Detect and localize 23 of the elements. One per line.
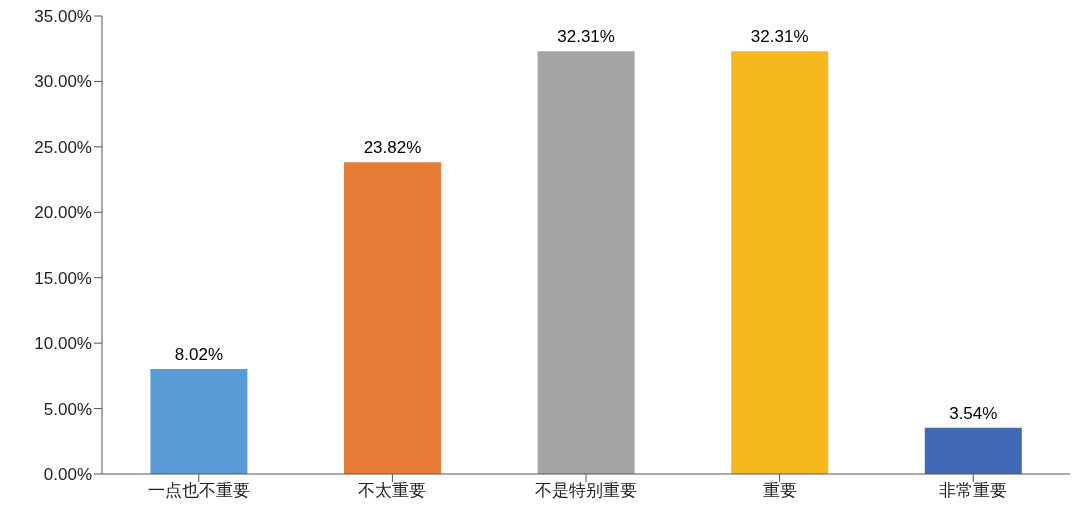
y-tick-label: 30.00%	[34, 72, 92, 92]
y-tick-label: 0.00%	[43, 465, 92, 485]
y-tick-label: 20.00%	[34, 203, 92, 223]
bar	[537, 51, 635, 474]
y-tick-label: 35.00%	[34, 7, 92, 27]
data-label: 8.02%	[174, 345, 223, 365]
y-tick-label: 15.00%	[34, 268, 92, 288]
y-tick-label: 25.00%	[34, 137, 92, 157]
bar	[924, 427, 1022, 474]
x-tick-label: 重要	[762, 481, 797, 501]
y-tick-label: 10.00%	[34, 334, 92, 354]
data-label: 3.54%	[949, 403, 998, 423]
data-label: 23.82%	[363, 138, 422, 158]
x-tick-label: 不是特别重要	[535, 481, 637, 501]
x-tick-label: 一点也不重要	[147, 481, 250, 501]
y-tick-label: 5.00%	[43, 399, 92, 419]
bar	[150, 369, 248, 474]
data-label: 32.31%	[557, 27, 615, 47]
data-label: 32.31%	[750, 27, 809, 47]
bar	[344, 162, 441, 474]
x-tick-label: 非常重要	[939, 481, 1008, 501]
bar	[731, 51, 829, 474]
x-tick-label: 不太重要	[358, 481, 427, 501]
